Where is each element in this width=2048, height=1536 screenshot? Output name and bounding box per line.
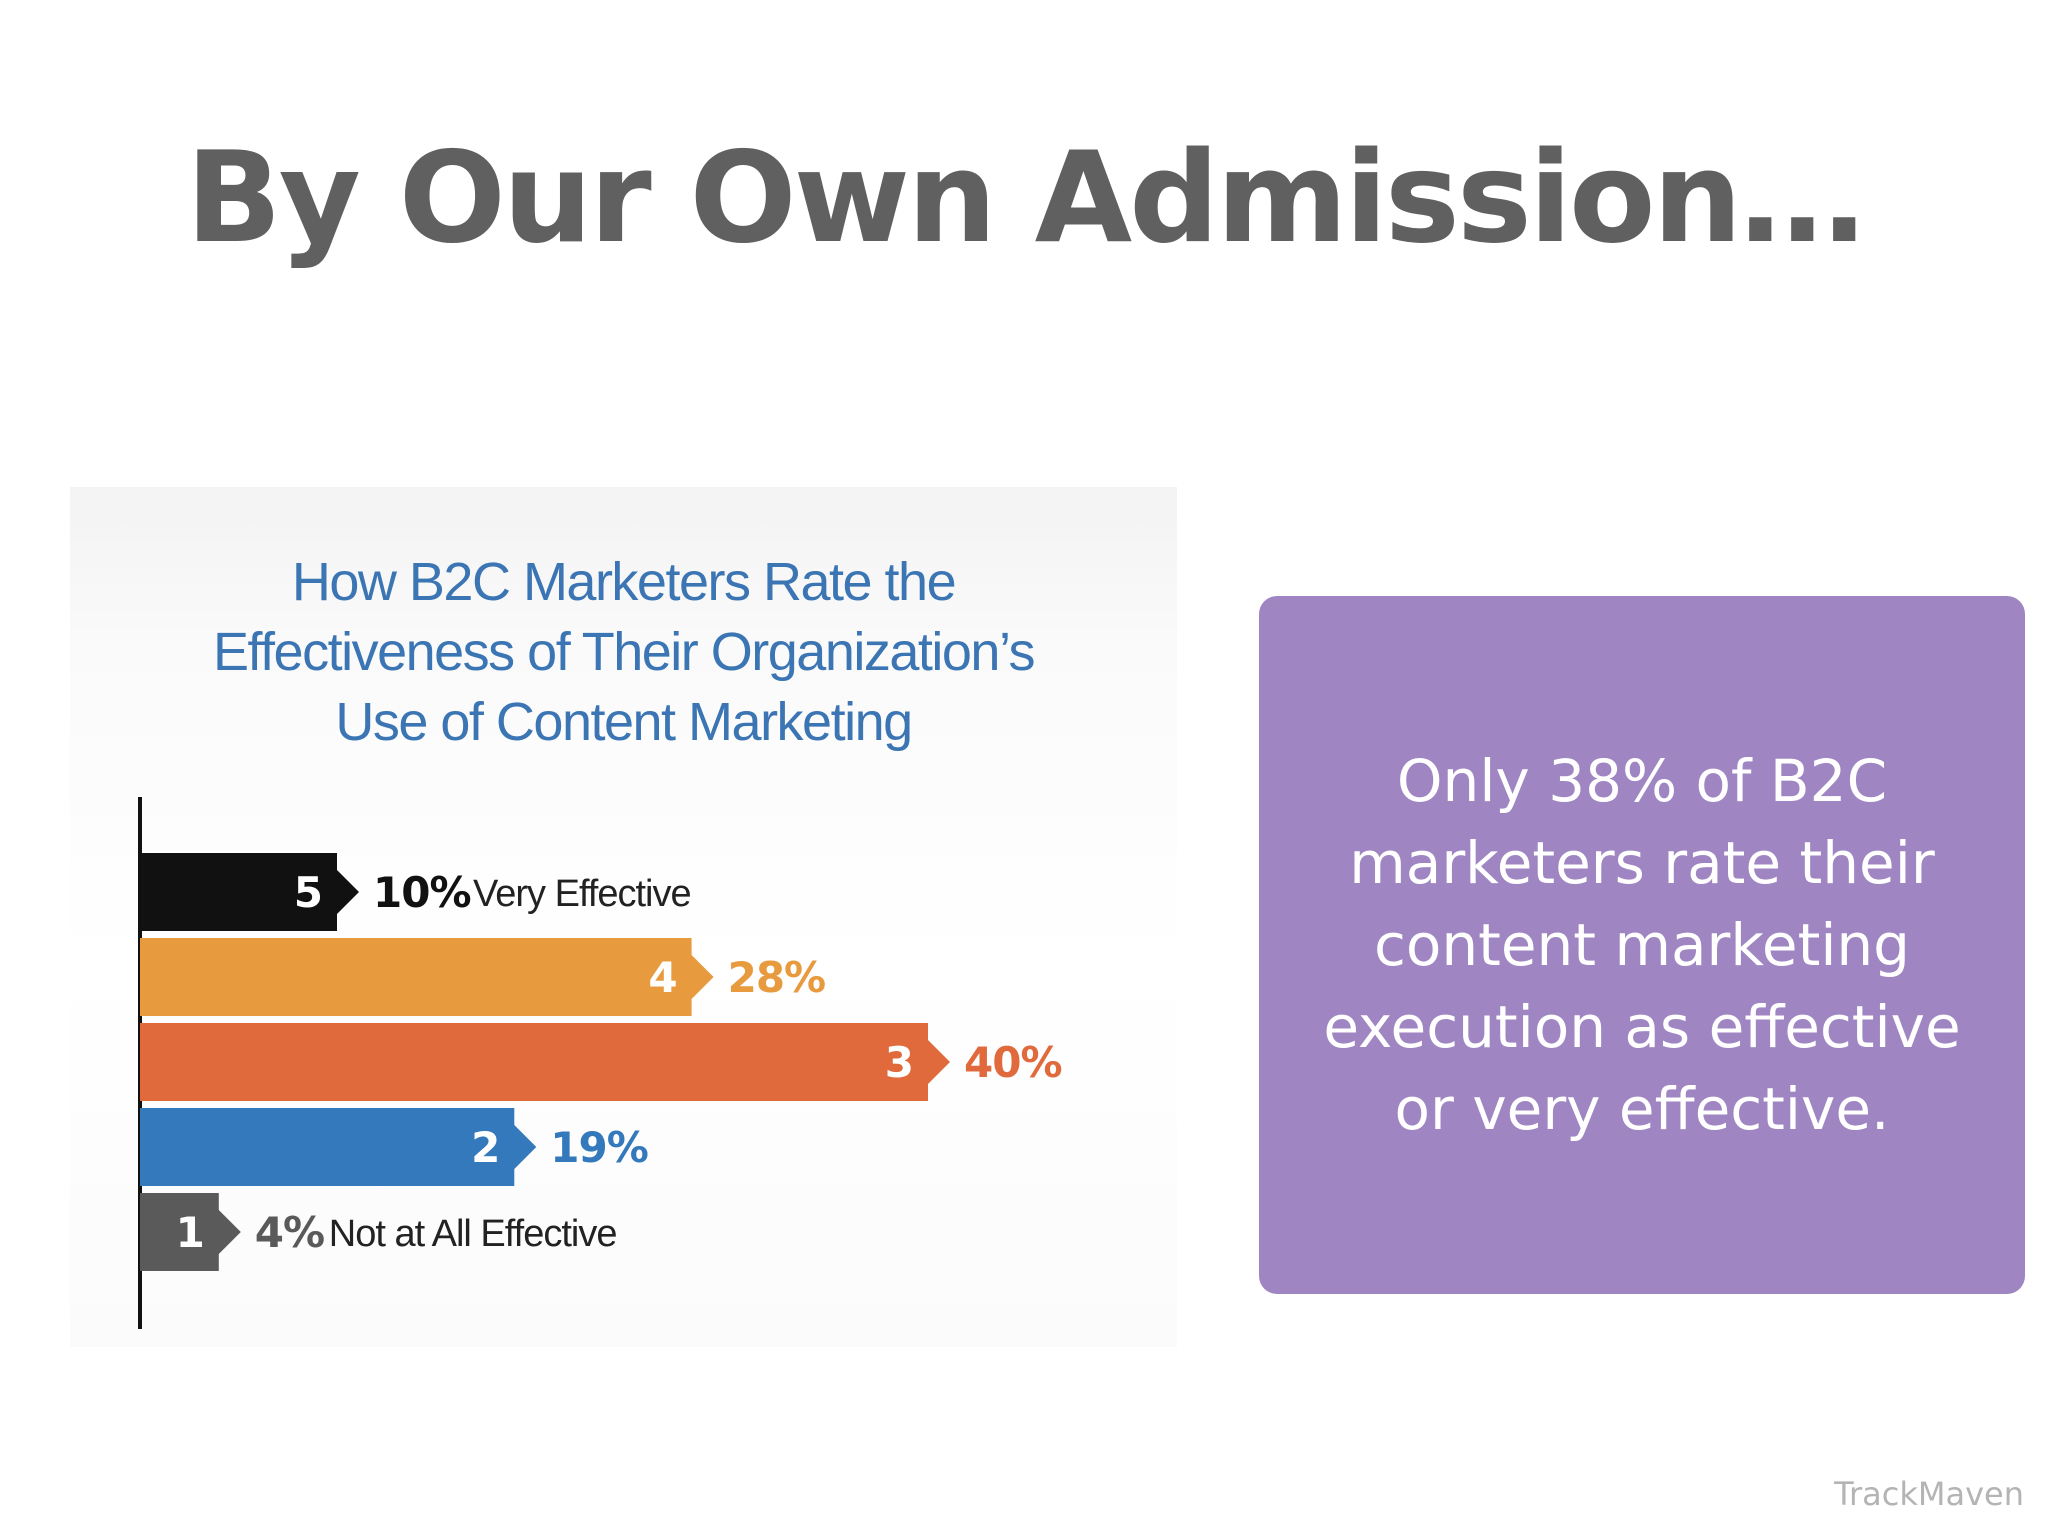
bar-rating-label-4: 4	[648, 953, 677, 1002]
bar-rating-label-1: 1	[176, 1208, 205, 1257]
chart-card: How B2C Marketers Rate the Effectiveness…	[70, 487, 1177, 1347]
bar-5	[140, 853, 359, 931]
bar-chart: 5 10% Very Effective 4 28% 3 40% 2 19% 1 4% Not at …	[138, 797, 1063, 1329]
bar-group-2: 2 19%	[140, 1108, 649, 1186]
bar-2	[140, 1108, 537, 1186]
callout-box: Only 38% of B2C marketers rate their con…	[1259, 596, 2025, 1294]
callout-text: Only 38% of B2C marketers rate their con…	[1323, 747, 1961, 1143]
bar-value-label-1: 4%	[255, 1208, 324, 1257]
bar-value-label-3: 40%	[964, 1038, 1062, 1087]
bar-group-1: 1 4% Not at All Effective	[140, 1193, 617, 1271]
bar-group-4: 4 28%	[140, 938, 826, 1016]
bar-value-label-5: 10%	[373, 868, 471, 917]
chart-title: How B2C Marketers Rate the Effectiveness…	[70, 547, 1177, 757]
bar-rating-label-2: 2	[471, 1123, 500, 1172]
chart-title-line-1: How B2C Marketers Rate the	[291, 552, 957, 612]
bar-rating-label-3: 3	[885, 1038, 914, 1087]
bar-1	[140, 1193, 241, 1271]
chart-title-line-2: Effectiveness of Their Organization’s	[213, 622, 1035, 682]
bar-descriptor-1: Not at All Effective	[329, 1213, 617, 1255]
bar-3	[140, 1023, 950, 1101]
bar-descriptor-5: Very Effective	[473, 873, 691, 915]
bar-4	[140, 938, 714, 1016]
slide-title: By Our Own Admission…	[185, 124, 1866, 271]
bar-group-3: 3 40%	[140, 1023, 1063, 1101]
bar-value-label-2: 19%	[550, 1123, 648, 1172]
bar-group-5: 5 10% Very Effective	[140, 853, 692, 931]
brand-wordmark: TrackMaven	[1834, 1475, 2024, 1513]
bar-rating-label-5: 5	[294, 868, 323, 917]
bar-value-label-4: 28%	[728, 953, 826, 1002]
chart-title-line-3: Use of Content Marketing	[335, 692, 913, 752]
